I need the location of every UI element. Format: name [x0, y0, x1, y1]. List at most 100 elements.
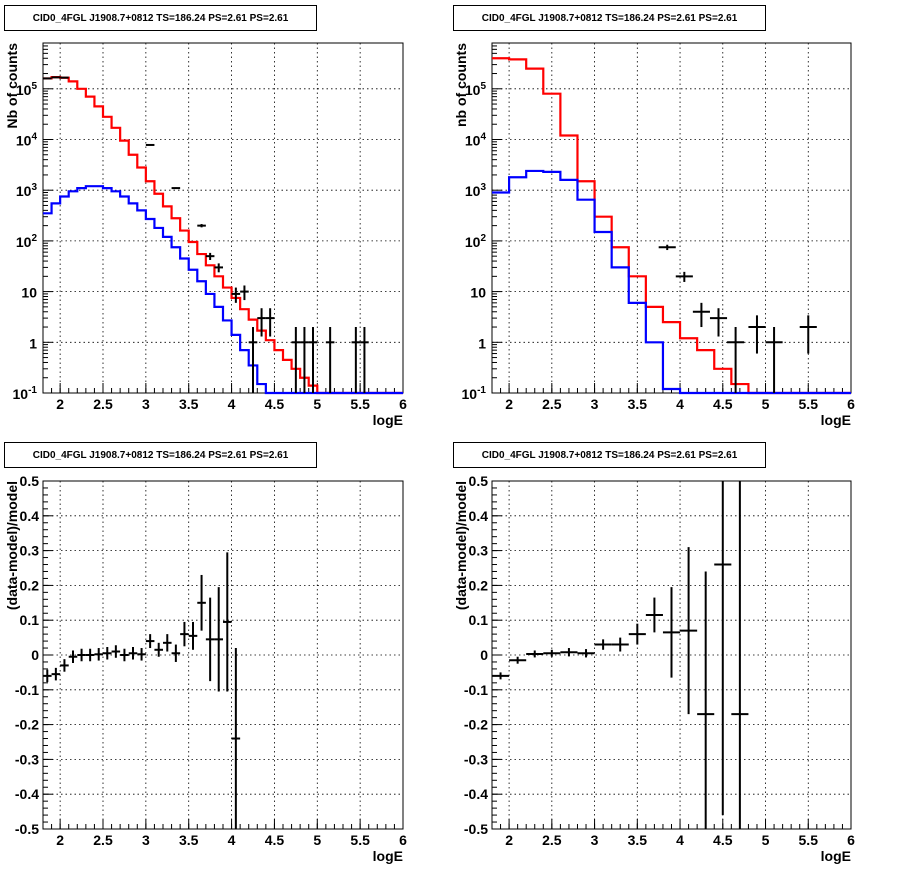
x-tick-label: 2 [56, 396, 64, 412]
data-point [103, 646, 112, 660]
x-tick-label: 5.5 [350, 832, 370, 848]
data-point [68, 650, 78, 664]
data-point [680, 547, 698, 715]
data-point [137, 648, 146, 661]
x-tick-label: 4 [676, 396, 684, 412]
y-tick-label: 103 [16, 182, 38, 199]
x-axis-label: logE [373, 848, 403, 864]
data-point [111, 645, 121, 658]
y-tick-label: 105 [465, 81, 487, 98]
y-axis-label: nb of counts [453, 43, 469, 127]
y-tick-label: 0.4 [20, 508, 40, 524]
data-point [748, 315, 766, 354]
chart-title-1: CID0_4FGL J1908.7+0812 TS=186.24 PS=2.61… [4, 5, 317, 31]
series-source-model-line [492, 169, 851, 395]
data-point [85, 648, 95, 662]
x-tick-label: 2 [505, 396, 513, 412]
data-point [77, 648, 86, 662]
plot-frame [42, 42, 404, 394]
y-tick-label: -0.1 [464, 682, 488, 698]
data-point [360, 327, 369, 393]
x-tick-label: 6 [399, 832, 407, 848]
data-point [594, 639, 612, 650]
x-tick-label: 3.5 [628, 396, 648, 412]
y-tick-label: 10 [21, 285, 37, 301]
y-tick-label: 0.5 [469, 473, 489, 489]
data-point [291, 327, 301, 393]
y-axis-label: (data-model)/model [453, 481, 469, 610]
y-tick-label: -0.4 [15, 786, 39, 802]
data-point [714, 481, 732, 816]
x-tick-label: 4 [676, 832, 684, 848]
x-tick-label: 3.5 [628, 832, 648, 848]
y-tick-label: 0.1 [469, 612, 489, 628]
x-tick-label: 5 [762, 832, 770, 848]
data-point [145, 634, 155, 649]
data-point [214, 587, 223, 692]
data-point [120, 648, 129, 662]
data-point [188, 621, 198, 650]
data-point [94, 648, 103, 661]
data-point [180, 621, 189, 647]
data-point [145, 143, 155, 146]
y-tick-label: 103 [465, 182, 487, 199]
y-tick-label: 0.1 [20, 612, 40, 628]
data-point [492, 672, 510, 680]
data-point [611, 637, 629, 652]
x-tick-label: 5.5 [799, 832, 819, 848]
y-tick-label: 10-1 [462, 385, 487, 402]
data-point [645, 597, 663, 633]
data-point [60, 659, 69, 672]
x-tick-label: 6 [847, 832, 855, 848]
series-source-model-line [43, 185, 403, 395]
data-point [171, 187, 181, 190]
data-point [560, 648, 578, 657]
y-tick-label: 0.4 [469, 508, 489, 524]
series-total-model-line [43, 76, 403, 395]
data-point [197, 224, 206, 228]
data-point [214, 263, 223, 273]
x-tick-label: 4.5 [713, 832, 733, 848]
y-tick-label: -0.4 [464, 786, 488, 802]
x-axis-label: logE [821, 412, 851, 428]
data-point [154, 642, 163, 657]
x-tick-label: 3 [142, 396, 150, 412]
chart-title-4: CID0_4FGL J1908.7+0812 TS=186.24 PS=2.61… [453, 442, 766, 468]
y-tick-label: 0.2 [469, 577, 489, 593]
data-point [765, 327, 783, 393]
plot-frame [491, 42, 852, 394]
data-point [325, 327, 335, 393]
data-point [265, 308, 275, 337]
data-point [43, 669, 52, 683]
x-tick-label: 3.5 [179, 396, 199, 412]
x-tick-label: 6 [847, 396, 855, 412]
data-point [351, 327, 361, 393]
y-tick-label: 0.3 [469, 543, 489, 559]
y-tick-label: 0.5 [20, 473, 40, 489]
data-point [709, 308, 728, 337]
data-point [308, 327, 318, 393]
x-tick-label: 2.5 [542, 396, 562, 412]
data-point [257, 308, 266, 337]
data-point [509, 656, 527, 664]
data-point [240, 285, 249, 301]
y-tick-label: 1 [29, 335, 37, 351]
x-tick-label: 2 [505, 832, 513, 848]
x-tick-label: 4.5 [265, 832, 285, 848]
data-point [205, 252, 215, 260]
data-point [128, 646, 138, 660]
x-tick-label: 3.5 [179, 832, 199, 848]
y-tick-label: -0.2 [15, 717, 39, 733]
y-tick-label: -0.1 [15, 682, 39, 698]
y-tick-label: 0 [480, 647, 488, 663]
x-tick-label: 4.5 [713, 396, 733, 412]
chart-panel-3: 2 2.5 3 3.5 4 4.5 5 5.5 6 -0.5 -0.4 -0.3 -0.2 -0.1 0 0.… [4, 473, 407, 864]
y-tick-label: 102 [465, 233, 487, 250]
chart-panel-2: 2 2.5 3 3.5 4 4.5 5 5.5 6 10-1 1 10 102 103 104 105 logE… [453, 42, 855, 428]
data-point [248, 327, 258, 393]
x-tick-label: 2.5 [93, 832, 113, 848]
y-tick-label: -0.3 [15, 751, 39, 767]
data-point [731, 481, 749, 829]
x-tick-label: 6 [399, 396, 407, 412]
y-tick-label: 0 [31, 647, 39, 663]
